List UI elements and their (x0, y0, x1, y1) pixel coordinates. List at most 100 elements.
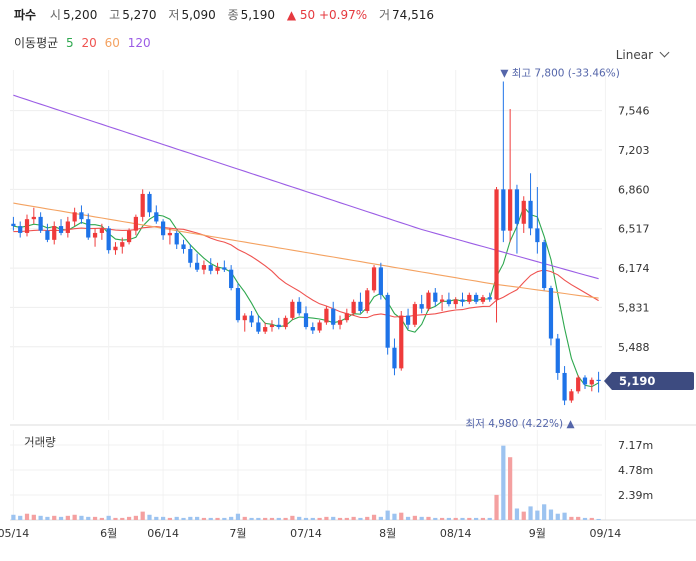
volume-bar (215, 517, 220, 520)
date-tick-label: 08/14 (440, 527, 472, 540)
candle (548, 285, 554, 346)
candle (167, 228, 173, 245)
volume-tick-label: 4.78m (618, 464, 653, 477)
candle-body (433, 292, 438, 302)
candle (439, 294, 445, 311)
candle-body (147, 193, 152, 213)
low-label: 저 (168, 8, 180, 22)
candle (99, 223, 104, 240)
candle (45, 223, 50, 243)
volume-bar (92, 516, 98, 520)
volume-bar (174, 516, 179, 520)
low-annotation: 최저 4,980 (4.22%) ▲ (466, 418, 576, 430)
candle-body (11, 223, 16, 227)
candle (235, 283, 241, 323)
candle (582, 375, 588, 390)
candle-body (528, 200, 533, 229)
candle (86, 213, 91, 240)
volume-bar (140, 511, 145, 520)
volume-bar (331, 516, 336, 520)
candle (201, 260, 207, 275)
candle (501, 81, 506, 243)
candle-body (426, 292, 431, 309)
candle-body (222, 267, 227, 270)
date-tick-label: 06/14 (147, 527, 179, 540)
volume-bar (480, 517, 486, 520)
current-price-label: 5,190 (619, 374, 655, 388)
volume-value: 74,516 (392, 8, 435, 22)
candle (576, 375, 581, 394)
ma5-label: 5 (66, 36, 74, 50)
candle-body (378, 267, 383, 295)
candle (412, 301, 417, 328)
candle-body (249, 315, 254, 323)
candle-body (487, 297, 492, 300)
volume-bar (208, 517, 213, 520)
candle-body (317, 322, 322, 331)
candle-body (45, 230, 50, 240)
candle-body (195, 262, 200, 270)
candle-body (242, 315, 247, 321)
volume-bar (188, 516, 193, 520)
ma120-label: 120 (127, 36, 151, 50)
candle-body (589, 379, 594, 385)
open-label: 시 (49, 8, 61, 22)
volume-bar (433, 517, 438, 520)
volume-bar (65, 515, 70, 520)
volume-bar (460, 517, 465, 520)
candle-body (494, 189, 499, 300)
volume-bar (535, 510, 540, 520)
candle (310, 322, 315, 334)
candle-body (467, 294, 472, 302)
volume-bar (371, 514, 377, 520)
volume-bar (222, 517, 227, 520)
candle-body (52, 226, 57, 240)
volume-label: 거 (379, 8, 391, 22)
volume-bar (317, 517, 322, 520)
candle-body (256, 322, 261, 332)
volume-bar (195, 516, 200, 520)
candle-body (392, 347, 397, 369)
candle (208, 258, 213, 275)
volume-bar (399, 512, 404, 520)
volume-bar (160, 516, 166, 520)
date-axis: 05/14 6월 06/14 7월 07/14 8월 08/14 9월 09/14 (0, 527, 621, 540)
volume-bar (412, 515, 417, 520)
volume-bar (562, 512, 567, 520)
candle (589, 377, 594, 392)
candle (562, 366, 567, 406)
candle (31, 207, 36, 224)
volume-bar (508, 457, 513, 520)
candle-body (480, 297, 486, 302)
candle (263, 322, 268, 334)
candle-body (460, 299, 465, 302)
candle (474, 292, 479, 305)
candle-body (229, 269, 234, 289)
candle-body (453, 299, 458, 305)
candle (508, 109, 513, 243)
candle (249, 310, 254, 328)
chart-annotations: ▼ 최고 7,800 (-33.46%) 최저 4,980 (4.22%) ▲ (466, 67, 620, 430)
candle-body (276, 324, 281, 328)
candle (487, 292, 492, 302)
candle (405, 308, 411, 330)
date-tick-label: 09/14 (590, 527, 622, 540)
moving-average-legend[interactable]: 이동평균 5 20 60 120 (14, 34, 155, 51)
volume-bar (106, 515, 111, 520)
volume-bar (467, 517, 472, 520)
candle-body (419, 304, 424, 309)
candle (269, 320, 275, 332)
high-label: 고 (109, 8, 121, 22)
candle (242, 313, 247, 332)
volume-bar (344, 517, 349, 520)
candle-body (99, 228, 104, 233)
scale-dropdown[interactable]: Linear (616, 47, 670, 62)
price-tick-label: 5,831 (618, 301, 650, 314)
candle (126, 228, 132, 245)
volume-bar (31, 514, 36, 520)
volume-bar (11, 514, 16, 520)
candle-body (113, 246, 118, 251)
candle-body (133, 216, 138, 231)
current-price-tag (604, 371, 694, 390)
